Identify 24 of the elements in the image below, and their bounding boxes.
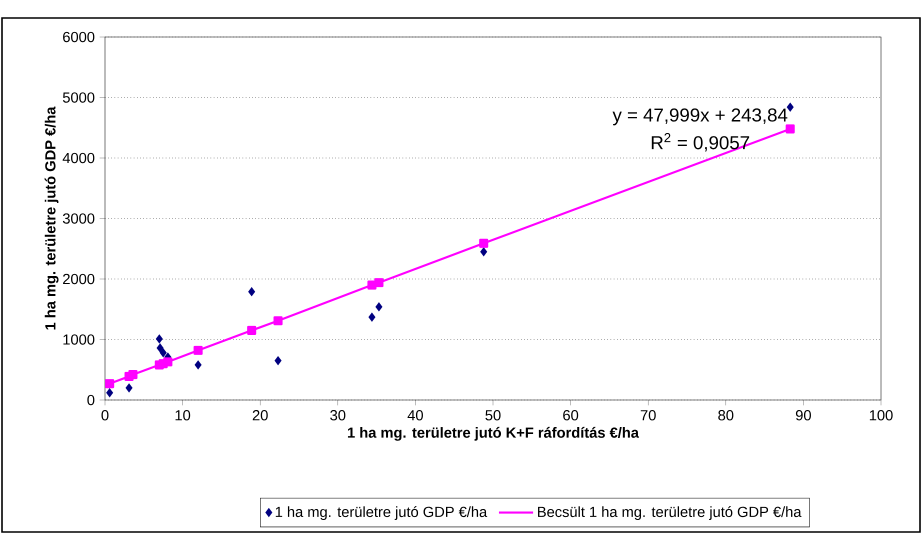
x-tick-label: 80	[718, 410, 734, 420]
annotation: R$^{2}$ = 0,9057	[652, 133, 750, 152]
y-tick-label: 3000	[62, 213, 94, 224]
x-tick-label: 40	[408, 410, 423, 420]
x-tick-label: 90	[796, 410, 811, 420]
legend-label: Becsült 1 ha mg. területre jutó GDP €/ha	[538, 506, 802, 520]
y-tick-label: 2000	[63, 274, 94, 284]
y-tick-label: 4000	[62, 152, 94, 164]
y-tick-label: 5000	[62, 92, 94, 103]
x-tick-label: 10	[176, 410, 190, 420]
y-tick-label: 1000	[63, 334, 94, 345]
x-axis-title: 1 ha mg. területre jutó K+F ráfordítás €/ha	[348, 426, 640, 441]
x-tick-label: 50	[485, 410, 501, 420]
legend-label: 1 ha mg. területre jutó GDP €/ha	[276, 506, 488, 520]
y-tick-label: 0	[87, 394, 94, 406]
x-tick-label: 60	[563, 410, 578, 420]
y-tick-label: 6000	[63, 32, 94, 42]
annotation: y = 47,999x + 243,84	[612, 108, 788, 126]
x-tick-label: 20	[252, 410, 268, 420]
x-tick-label: 70	[640, 410, 656, 420]
x-tick-label: 0	[101, 410, 108, 420]
x-tick-label: 30	[330, 410, 346, 420]
x-tick-label: 100	[870, 410, 893, 420]
y-axis-title: 1 ha mg. területre jutó GDP €/ha	[44, 106, 59, 330]
